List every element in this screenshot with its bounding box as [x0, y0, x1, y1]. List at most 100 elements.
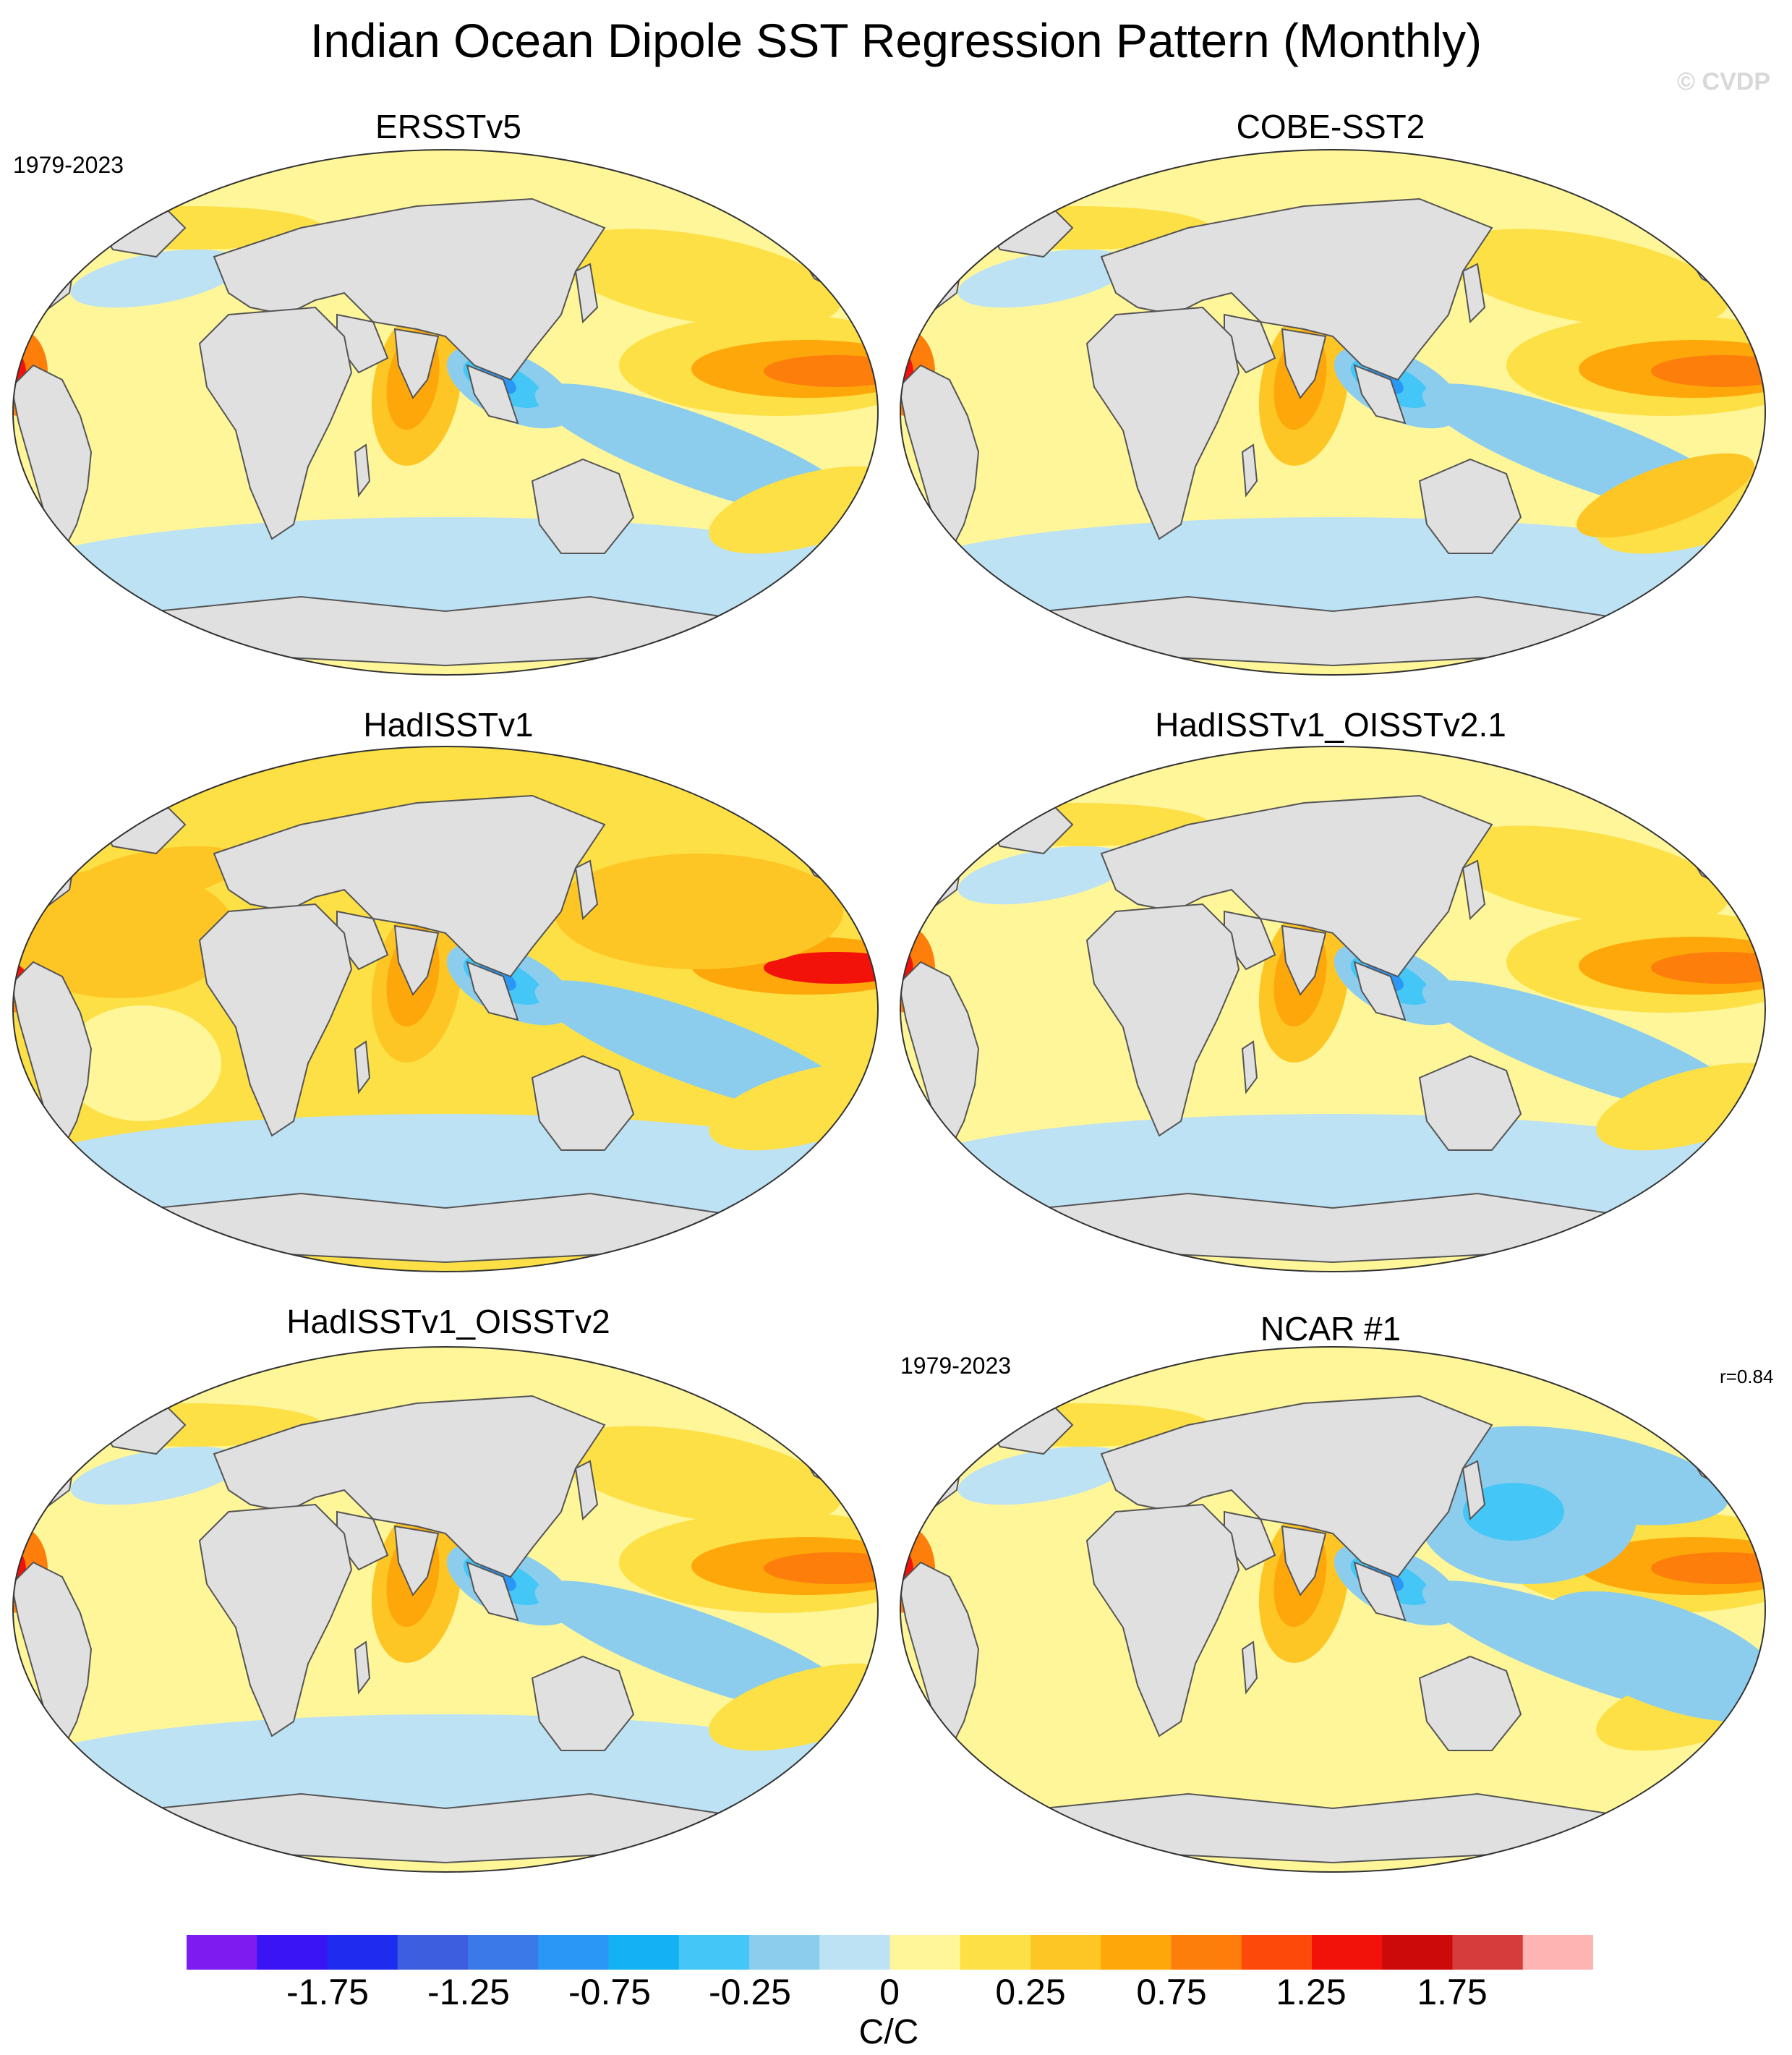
map-boundary: [900, 149, 1766, 676]
colorbar-swatch: [397, 1935, 469, 1970]
sst-anomaly-patch: [950, 1005, 1109, 1121]
land-mass: [1281, 1525, 1327, 1596]
period-label-ersstv5: 1979-2023: [13, 152, 124, 178]
land-mass: [393, 328, 440, 399]
land-mass: [1462, 263, 1486, 324]
sst-anomaly-patch: [950, 409, 1109, 524]
panel-title-cobe-sst2: COBE-SST2: [1236, 108, 1425, 145]
land-mass: [1418, 1055, 1522, 1151]
land-mass: [1241, 1040, 1258, 1094]
colorbar-swatch: [819, 1935, 891, 1970]
map-boundary: [12, 149, 879, 676]
land-mass: [198, 903, 353, 1137]
land-mass-group: [900, 197, 1732, 667]
land-mass: [466, 1561, 519, 1622]
land-mass: [354, 443, 371, 498]
colorbar-swatch: [327, 1935, 398, 1970]
sst-field: [13, 746, 878, 1272]
colorbar-swatch: [1382, 1935, 1454, 1970]
map-hadisstv1: [12, 746, 879, 1272]
map-hadisstv1-oisstv21: [900, 746, 1766, 1272]
land-mass: [1085, 306, 1240, 540]
panel-title-ersstv5: ERSSTv5: [375, 108, 521, 145]
colorbar-swatch: [1452, 1935, 1524, 1970]
sst-field: [13, 150, 878, 675]
colorbar-swatch: [960, 1935, 1031, 1970]
colorbar-swatch: [257, 1935, 328, 1970]
map-ncar-1: [900, 1346, 1766, 1873]
land-mass: [1353, 1561, 1407, 1622]
colorbar-label-zero: 0: [879, 1972, 900, 2012]
land-mass: [574, 263, 599, 324]
colorbar-label-neg-0-25: -0.25: [709, 1972, 791, 2012]
land-mass: [1353, 364, 1407, 425]
sst-anomaly-patch: [957, 846, 1130, 905]
land-mass: [531, 1655, 635, 1751]
colorbar-swatch: [187, 1935, 257, 1970]
map-boundary: [12, 1346, 879, 1873]
land-mass-group: [13, 794, 845, 1264]
sst-field: [13, 1347, 878, 1872]
land-mass: [1241, 1641, 1258, 1695]
colorbar-swatch: [1031, 1935, 1101, 1970]
land-mass: [531, 1055, 635, 1151]
land-mass: [574, 1460, 599, 1521]
pattern-correlation-label: r=0.84: [1720, 1366, 1774, 1387]
sst-anomaly-patch: [70, 1446, 242, 1505]
panel-title-hadisstv1: HadISSTv1: [363, 706, 534, 744]
sst-anomaly-patch: [957, 1446, 1130, 1505]
land-mass: [1281, 924, 1327, 996]
land-mass: [900, 364, 980, 556]
colorbar-units: C/C: [858, 2013, 919, 2051]
map-boundary: [900, 746, 1766, 1272]
land-mass: [13, 1561, 93, 1753]
land-mass: [1462, 859, 1486, 921]
land-mass: [1353, 961, 1407, 1021]
colorbar-swatch: [538, 1935, 610, 1970]
sst-anomaly-patch: [709, 466, 878, 554]
map-cobe-sst2: [900, 149, 1766, 676]
sst-anomaly-patch: [709, 1663, 878, 1751]
sst-field: [900, 150, 1765, 675]
land-mass: [1085, 1503, 1240, 1737]
land-mass: [198, 1503, 353, 1737]
map-boundary: [12, 746, 879, 1272]
colorbar-swatch: [468, 1935, 539, 1970]
land-mass: [13, 364, 93, 556]
sst-anomaly-patch: [950, 1606, 1109, 1722]
map-hadisstv1-oisstv2: [12, 1346, 879, 1873]
land-mass: [198, 306, 353, 540]
land-mass: [900, 961, 980, 1152]
sst-anomaly-patch: [62, 1606, 221, 1722]
sst-anomaly-patch: [554, 854, 843, 969]
sst-anomaly-patch: [1443, 229, 1729, 328]
land-mass: [1281, 328, 1327, 399]
sst-anomaly-patch: [1576, 453, 1754, 538]
sst-anomaly-patch: [13, 868, 236, 998]
colorbar-label-0-25: 0.25: [995, 1972, 1066, 2012]
land-mass: [393, 1525, 440, 1596]
sst-anomaly-patch: [957, 249, 1130, 308]
colorbar-label-0-75: 0.75: [1136, 1972, 1207, 2012]
panel-title-hadisstv1-oisstv2: HadISSTv1_OISSTv2: [286, 1303, 610, 1340]
land-mass: [531, 458, 635, 554]
land-mass: [354, 1641, 371, 1695]
land-mass: [13, 961, 93, 1152]
colorbar-swatch: [608, 1935, 680, 1970]
copyright-notice: © CVDP: [1677, 68, 1770, 95]
colorbar-swatch: [1522, 1935, 1593, 1970]
sst-field: [900, 1347, 1765, 1872]
colorbar-swatch: [749, 1935, 820, 1970]
colorbar-swatch: [678, 1935, 750, 1970]
panel-title-hadisstv1-oisstv21: HadISSTv1_OISSTv2.1: [1155, 706, 1506, 744]
sst-anomaly-patch: [1596, 1063, 1765, 1151]
sst-anomaly-patch: [62, 409, 221, 524]
colorbar-label-neg-1-25: -1.25: [427, 1972, 510, 2012]
sst-anomaly-patch: [709, 1063, 878, 1151]
colorbar-swatch: [1241, 1935, 1313, 1970]
land-mass: [354, 1040, 371, 1094]
sst-anomaly-patch: [1443, 825, 1729, 925]
period-label-ncar-1: 1979-2023: [900, 1353, 1012, 1379]
sst-field: [900, 746, 1765, 1272]
sst-anomaly-patch: [555, 1426, 842, 1526]
